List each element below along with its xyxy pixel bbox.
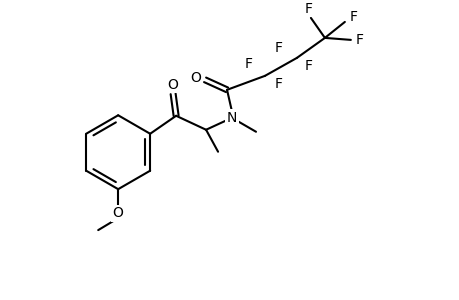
- Text: F: F: [304, 59, 312, 73]
- Text: O: O: [168, 78, 178, 92]
- Text: F: F: [274, 77, 282, 91]
- Text: O: O: [112, 206, 123, 220]
- Text: N: N: [226, 111, 237, 125]
- Text: F: F: [355, 33, 363, 47]
- Text: F: F: [349, 10, 357, 24]
- Text: F: F: [245, 57, 252, 71]
- Text: F: F: [304, 2, 312, 16]
- Text: O: O: [190, 71, 201, 85]
- Text: F: F: [274, 41, 282, 55]
